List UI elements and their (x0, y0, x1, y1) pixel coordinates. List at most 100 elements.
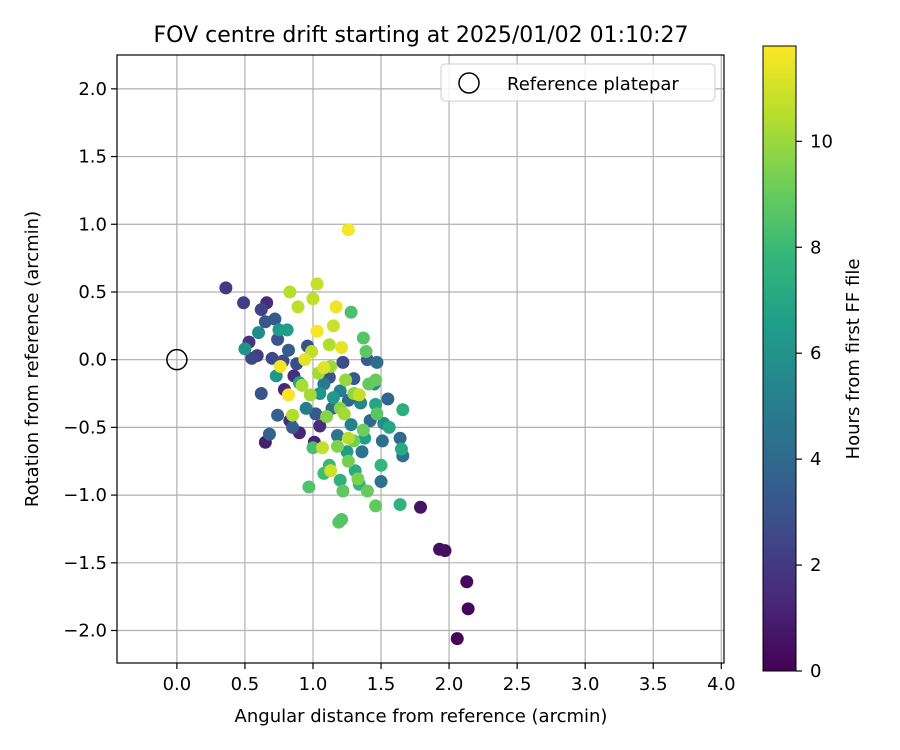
data-point (339, 373, 353, 387)
legend-marker-icon (458, 72, 480, 94)
y-tick-label: 0.5 (78, 282, 107, 303)
data-point (254, 303, 268, 317)
data-point (237, 296, 251, 310)
x-tick-label: 1.0 (299, 674, 328, 695)
data-point (306, 292, 320, 306)
data-point (330, 439, 344, 453)
legend-label: Reference platepar (507, 74, 679, 95)
data-point (298, 353, 312, 367)
data-point (313, 419, 327, 433)
data-point (381, 392, 395, 406)
data-point (370, 407, 384, 421)
colorbar-frame (762, 45, 797, 672)
data-point (352, 388, 366, 402)
data-point (313, 387, 327, 401)
data-point (414, 500, 427, 514)
data-point (268, 312, 282, 326)
data-point (283, 285, 297, 299)
data-point (333, 473, 347, 487)
data-point (369, 373, 383, 387)
data-point (341, 454, 355, 468)
colorbar-tick-label: 2 (810, 555, 821, 576)
colorbar-tick-label: 0 (810, 661, 821, 682)
colorbar-tick-label: 4 (810, 449, 821, 470)
y-tick-label: −0.5 (63, 417, 107, 438)
x-tick-label: 0.5 (231, 674, 260, 695)
data-point (219, 281, 233, 295)
data-point (320, 410, 334, 424)
data-points (219, 223, 475, 646)
data-point (396, 403, 410, 417)
data-point (271, 408, 285, 422)
colorbar-ticks: 0 2 4 6 8 10 (796, 131, 833, 682)
data-point (306, 441, 320, 455)
data-point (360, 484, 374, 498)
data-point (335, 512, 349, 526)
data-point (281, 343, 295, 357)
legend-box (440, 63, 716, 102)
data-point (316, 441, 330, 455)
x-tick-label: 2.0 (435, 674, 464, 695)
data-point (252, 326, 266, 340)
colorbar-label: Hours from first FF file (843, 259, 864, 460)
x-tick-label: 3.5 (639, 674, 668, 695)
data-point (280, 323, 294, 337)
x-tick-label: 2.5 (503, 674, 532, 695)
colorbar-tick-label: 10 (810, 131, 833, 152)
data-point (310, 277, 324, 291)
data-point (375, 434, 389, 448)
colorbar-gradient (763, 46, 796, 671)
data-point (369, 499, 383, 513)
colorbar: 0 2 4 6 8 10 Hours from first FF file (762, 45, 864, 682)
data-point (317, 361, 331, 375)
data-point (355, 445, 369, 459)
y-tick-label: 1.5 (78, 147, 107, 168)
data-point (341, 223, 355, 237)
data-point (374, 475, 388, 489)
data-point (281, 388, 295, 402)
data-point (335, 340, 349, 354)
data-point (291, 300, 305, 314)
data-point (351, 472, 365, 486)
data-point (302, 480, 316, 494)
data-point (370, 355, 384, 369)
reference-marker (166, 348, 188, 371)
data-point (286, 408, 300, 422)
data-point (265, 351, 279, 365)
data-point (382, 420, 396, 434)
y-tick-label: 1.0 (78, 214, 107, 235)
data-point (324, 464, 338, 478)
data-point (271, 332, 285, 346)
chart-title: FOV centre drift starting at 2025/01/02 … (154, 23, 689, 48)
data-point (369, 397, 383, 411)
colorbar-tick-label: 8 (810, 237, 821, 258)
x-tick-label: 1.5 (367, 674, 396, 695)
y-tick-label: −2.0 (63, 621, 107, 642)
data-point (336, 484, 350, 498)
colorbar-tick-label: 6 (810, 343, 821, 364)
data-point (336, 355, 350, 369)
x-axis-ticks: 0.0 0.5 1.0 1.5 2.0 2.5 3.0 3.5 4.0 (163, 663, 736, 695)
plot-frame (116, 54, 725, 664)
data-point (359, 345, 373, 359)
data-point (450, 632, 464, 646)
data-point (341, 431, 355, 445)
data-point (322, 338, 336, 352)
legend: Reference platepar (440, 63, 716, 102)
data-point (295, 378, 309, 392)
data-point (273, 359, 287, 373)
data-point (330, 429, 344, 443)
data-point (310, 324, 324, 338)
x-tick-label: 4.0 (707, 674, 736, 695)
data-point (329, 300, 343, 314)
data-point (262, 427, 276, 441)
data-point (254, 387, 268, 401)
x-tick-label: 0.0 (163, 674, 192, 695)
y-tick-label: −1.0 (63, 485, 107, 506)
data-point (356, 423, 370, 437)
data-point (303, 388, 317, 402)
data-point (374, 458, 388, 472)
y-tick-label: −1.5 (63, 553, 107, 574)
